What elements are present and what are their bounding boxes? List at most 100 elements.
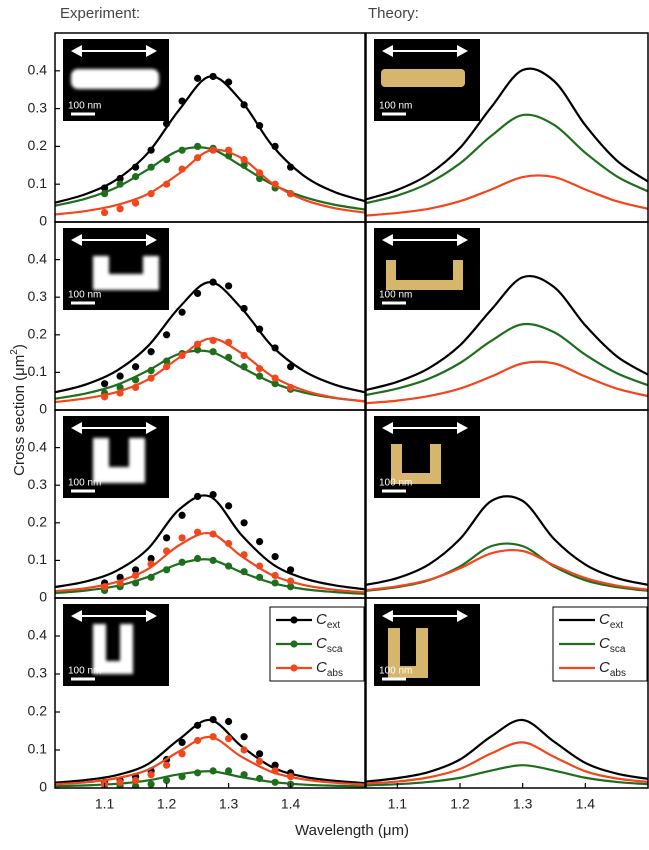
scale-label: 100 nm (379, 290, 412, 301)
curve (366, 764, 648, 787)
data-point (116, 389, 124, 397)
data-point (194, 554, 202, 563)
data-point (147, 163, 155, 171)
panel (366, 718, 648, 787)
particle (391, 444, 441, 484)
data-point (116, 205, 124, 213)
data-point (240, 519, 248, 527)
data-point (163, 547, 171, 555)
y-tick-label: 0.2 (28, 703, 48, 719)
data-point (209, 336, 217, 345)
legend-marker (290, 664, 298, 672)
y-tick-label: 0.2 (28, 514, 48, 530)
data-point (147, 348, 155, 356)
x-tick-label: 1.2 (157, 796, 177, 812)
data-point (101, 190, 109, 198)
column-title: Theory: (368, 5, 419, 22)
data-point (194, 528, 202, 536)
data-point (271, 374, 279, 382)
data-point (132, 199, 140, 207)
legend-label-sub: sca (610, 644, 626, 655)
data-point (256, 573, 264, 581)
data-point (147, 780, 155, 788)
data-point (209, 716, 217, 724)
y-axis-label-end: ) (11, 344, 28, 349)
panel (366, 495, 648, 592)
panel (55, 72, 365, 217)
curve (366, 741, 648, 785)
data-point (132, 776, 140, 785)
data-point (147, 554, 155, 563)
y-tick-label: 0.1 (28, 175, 48, 191)
data-point (194, 721, 202, 729)
particle (93, 624, 133, 674)
legend-label-sub: abs (327, 668, 343, 679)
data-point (116, 383, 124, 392)
data-point (271, 761, 279, 769)
curve (366, 360, 648, 405)
data-point (225, 767, 233, 775)
data-point (178, 773, 186, 781)
data-point (240, 156, 248, 164)
data-point (209, 278, 217, 286)
y-tick-label: 0.4 (28, 627, 48, 643)
inset: 100 nm (374, 228, 480, 310)
inset: 100 nm (63, 228, 169, 310)
data-point (178, 750, 186, 758)
inset: 100 nm (63, 604, 169, 686)
data-point (178, 511, 186, 519)
data-point (240, 161, 248, 169)
y-tick-label: 0.2 (28, 137, 48, 153)
data-point (116, 778, 124, 786)
data-point (163, 180, 171, 188)
y-axis-label: Cross section (μm2) (9, 344, 28, 476)
data-point (178, 146, 186, 154)
x-tick-label: 1.1 (388, 796, 408, 812)
data-point (132, 571, 140, 580)
data-point (194, 74, 202, 82)
data-point (163, 566, 171, 574)
data-point (225, 282, 233, 290)
data-point (132, 383, 140, 392)
data-point (132, 579, 140, 587)
data-point (178, 738, 186, 747)
curve (366, 548, 648, 592)
data-point (194, 769, 202, 777)
data-point (271, 142, 279, 150)
data-point (287, 773, 295, 781)
legend-label-symbol: C (316, 659, 327, 676)
data-point (147, 366, 155, 375)
legend-label-symbol: C (316, 611, 327, 628)
data-point (209, 767, 217, 775)
data-point (132, 782, 140, 788)
data-point (256, 365, 264, 373)
data-point (225, 78, 233, 86)
legend-label-symbol: C (316, 635, 327, 652)
curve (366, 174, 648, 217)
data-point (178, 97, 186, 105)
y-tick-label: 0.1 (28, 741, 48, 757)
panel (55, 278, 365, 404)
data-point (240, 304, 248, 313)
curve (55, 718, 365, 785)
data-point (132, 163, 140, 171)
data-point (209, 146, 217, 154)
legend-label-symbol: C (599, 611, 610, 628)
data-point (271, 571, 279, 580)
y-tick-label: 0.3 (28, 288, 48, 304)
data-point (163, 776, 171, 785)
data-point (178, 558, 186, 566)
data-point (209, 733, 217, 741)
curve (55, 494, 365, 591)
legend-label-symbol: C (599, 635, 610, 652)
data-point (225, 717, 233, 726)
data-point (271, 767, 279, 775)
data-point (287, 577, 295, 585)
y-tick-label: 0.3 (28, 665, 48, 681)
data-point (256, 757, 264, 766)
data-point (225, 735, 233, 743)
x-axis-label: Wavelength (μm) (295, 822, 409, 839)
panel-frame (54, 597, 366, 789)
data-point (147, 771, 155, 779)
data-point (287, 363, 295, 371)
